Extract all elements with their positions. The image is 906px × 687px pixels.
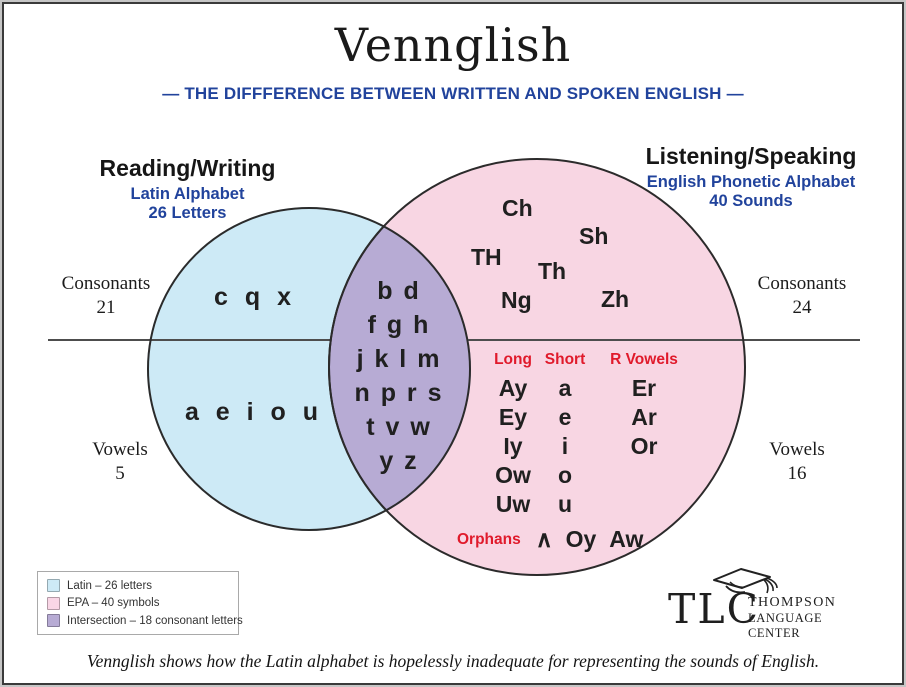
left-heading: Reading/Writing — [99, 155, 276, 181]
vowel-item: i — [561, 433, 569, 459]
orphan-sounds-row: Orphans ∧ Oy Aw — [457, 526, 643, 553]
left-subheading-count: 26 Letters — [148, 203, 227, 222]
orphan-sound-caret: ∧ — [535, 526, 553, 552]
legend-item-latin: Latin – 26 letters — [47, 579, 229, 592]
vowel-item: o — [557, 462, 573, 488]
epa-circle-outline — [328, 158, 746, 576]
intersection-color-swatch — [47, 614, 60, 627]
right-vowels-label: Vowels 16 — [731, 438, 863, 486]
intersection-row: f g h — [367, 311, 431, 339]
legend-item-epa: EPA – 40 symbols — [47, 596, 229, 610]
sound-th-voiceless: TH — [471, 244, 502, 270]
legend-label: Intersection – 18 consonant letters — [67, 614, 243, 627]
intersection-row: j k l m — [356, 345, 442, 373]
right-subheading-alphabet: English Phonetic Alphabet — [646, 173, 856, 191]
page-title: Vennglish — [334, 18, 572, 72]
vowel-item: u — [557, 491, 573, 517]
intersection-row: t v w — [366, 413, 432, 441]
sound-ng: Ng — [501, 287, 532, 313]
left-vowels-count: 5 — [115, 462, 125, 484]
long-vowels-column: Long Ay Ey Iy Ow Uw — [476, 351, 550, 519]
vowel-item: e — [558, 404, 572, 430]
right-consonants-count: 24 — [792, 296, 812, 318]
vowel-item: Er — [631, 375, 657, 401]
vowel-item: Ay — [498, 375, 528, 401]
vowel-item: Uw — [495, 491, 531, 517]
left-consonants-word: Consonants — [61, 273, 151, 294]
left-consonants-count: 21 — [96, 296, 116, 318]
right-vowels-count: 16 — [787, 462, 807, 484]
epa-color-swatch — [47, 596, 60, 610]
intersection-row: b d — [377, 277, 421, 305]
reading-writing-heading: Reading/Writing Latin Alphabet 26 Letter… — [60, 155, 315, 223]
vowel-item: Ow — [495, 462, 531, 488]
listening-speaking-heading: Listening/Speaking English Phonetic Alph… — [617, 143, 885, 211]
left-vowels-label: Vowels 5 — [54, 438, 186, 486]
bottom-caption: Vennglish shows how the Latin alphabet i… — [86, 651, 820, 671]
vowel-item: Or — [630, 433, 658, 459]
legend-item-intersection: Intersection – 18 consonant letters — [47, 614, 243, 627]
short-vowels-column: Short a e i o u — [536, 351, 594, 519]
page-subtitle: — THE DIFFFERENCE BETWEEN WRITTEN AND SP… — [162, 84, 744, 103]
logo-acronym: TLC — [668, 585, 760, 633]
orphans-label: Orphans — [457, 530, 521, 548]
sound-ch: Ch — [502, 195, 533, 221]
legend-label: EPA – 40 symbols — [67, 597, 160, 609]
legend-label: Latin – 26 letters — [67, 579, 153, 592]
vowel-item: a — [558, 375, 572, 401]
vowel-item: Ar — [631, 404, 657, 430]
sound-zh: Zh — [601, 286, 630, 312]
vowel-item: Iy — [503, 433, 523, 459]
r-vowels-column: R Vowels Er Ar Or — [604, 351, 684, 461]
right-consonants-word: Consonants — [757, 273, 847, 294]
sound-th-voiced: Th — [538, 258, 567, 284]
left-vowels-word: Vowels — [92, 439, 148, 460]
logo-line1: THOMPSON — [748, 595, 837, 610]
latin-only-consonants: c q x — [214, 283, 296, 311]
logo-line2: LANGUAGE CENTER — [748, 611, 823, 640]
r-vowels-header: R Vowels — [610, 351, 678, 368]
short-vowels-header: Short — [544, 351, 586, 368]
right-consonants-label: Consonants 24 — [736, 272, 868, 320]
right-heading: Listening/Speaking — [645, 143, 857, 169]
latin-color-swatch — [47, 579, 60, 592]
left-consonants-label: Consonants 21 — [40, 272, 172, 320]
right-subheading-count: 40 Sounds — [709, 191, 793, 210]
intersection-row: n p r s — [354, 379, 444, 407]
orphan-sound-oy: Oy — [565, 526, 597, 552]
left-subheading-alphabet: Latin Alphabet — [130, 185, 245, 203]
thompson-language-center-logo: TLC THOMPSON LANGUAGE CENTER — [662, 565, 877, 640]
right-vowels-word: Vowels — [769, 439, 825, 460]
shared-consonant-letters: b d f g h j k l m n p r s t v w y z — [330, 274, 468, 478]
intersection-row: y z — [379, 447, 419, 475]
orphan-sound-aw: Aw — [609, 526, 644, 552]
logo-text: THOMPSON LANGUAGE CENTER — [748, 595, 877, 641]
vowel-item: Ey — [498, 404, 528, 430]
legend-box: Latin – 26 letters EPA – 40 symbols Inte… — [37, 571, 243, 635]
long-vowels-header: Long — [494, 351, 532, 368]
sound-sh: Sh — [579, 223, 609, 249]
graduation-cap-icon — [713, 568, 778, 594]
latin-only-vowels: a e i o u — [184, 398, 324, 426]
